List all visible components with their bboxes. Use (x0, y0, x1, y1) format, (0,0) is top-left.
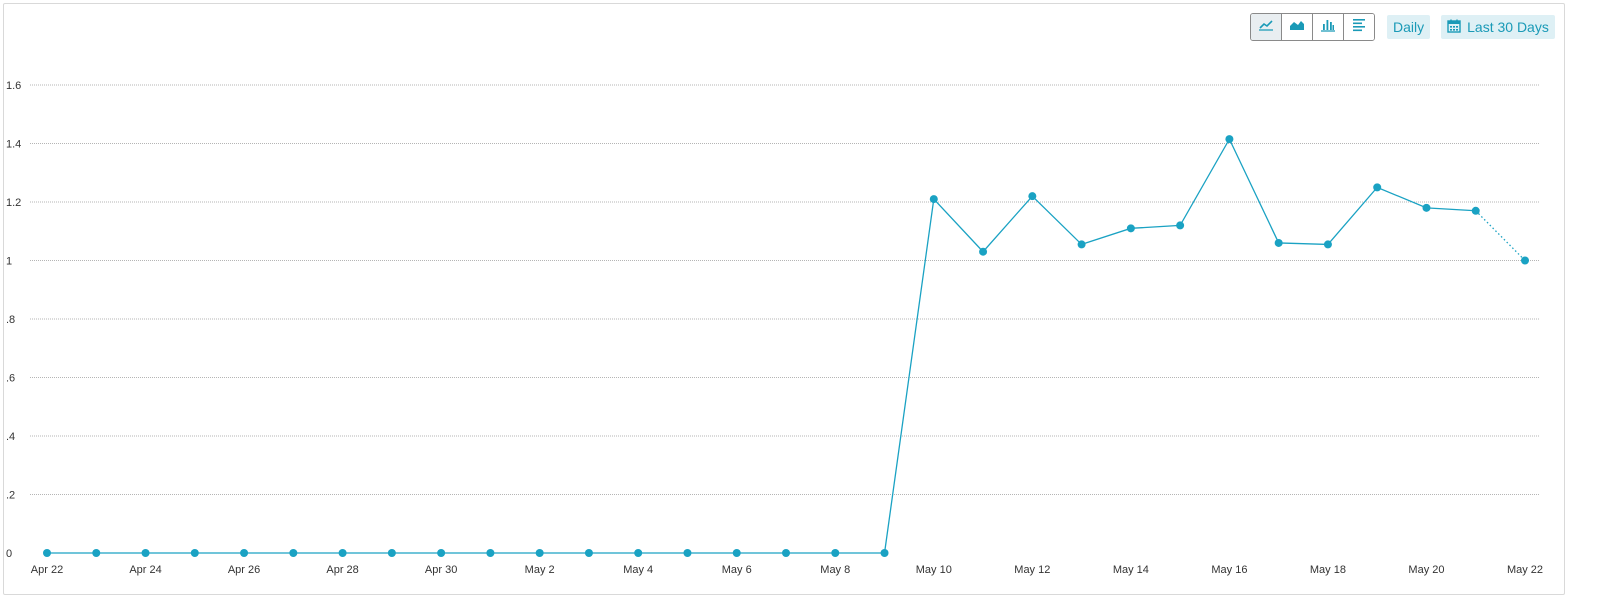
calendar-icon (1447, 19, 1467, 36)
data-point[interactable] (43, 549, 51, 557)
x-tick-label: May 20 (1408, 564, 1444, 576)
data-point[interactable] (683, 549, 692, 557)
x-tick-label: Apr 26 (228, 564, 260, 576)
area-chart-view-button[interactable] (1282, 14, 1313, 40)
x-tick-label: Apr 22 (31, 564, 63, 576)
x-tick-label: May 16 (1211, 564, 1247, 576)
x-tick-label: May 2 (525, 564, 555, 576)
data-point[interactable] (1471, 206, 1480, 215)
data-point[interactable] (240, 549, 249, 557)
bar-chart-icon (1320, 18, 1336, 37)
data-point[interactable] (1373, 183, 1382, 192)
data-point[interactable] (732, 549, 741, 557)
data-point[interactable] (92, 549, 101, 557)
data-point[interactable] (1521, 256, 1529, 265)
x-tick-label: May 4 (623, 564, 653, 576)
y-tick-label: .6 (6, 373, 15, 385)
series-line-path (47, 137, 1476, 554)
data-point[interactable] (831, 549, 840, 557)
data-point[interactable] (634, 549, 643, 557)
data-point[interactable] (1225, 135, 1234, 144)
data-point[interactable] (1176, 221, 1185, 230)
data-point[interactable] (1028, 192, 1037, 201)
data-point[interactable] (1323, 240, 1332, 249)
x-tick-label: May 14 (1113, 564, 1149, 576)
date-range-label: Last 30 Days (1467, 19, 1549, 35)
y-tick-label: .8 (6, 314, 15, 326)
data-point[interactable] (190, 549, 199, 557)
table-list-icon (1351, 18, 1367, 37)
interval-selector-daily[interactable]: Daily (1387, 15, 1431, 39)
bar-chart-view-button[interactable] (1313, 14, 1344, 40)
data-point[interactable] (782, 549, 790, 557)
date-range-selector[interactable]: Last 30 Days (1441, 15, 1555, 39)
series-line (47, 137, 1526, 554)
chart-panel (3, 3, 1565, 595)
data-point[interactable] (1126, 224, 1135, 233)
y-tick-label: 1 (6, 256, 12, 268)
y-tick-label: 0 (6, 548, 12, 560)
table-view-button[interactable] (1344, 14, 1374, 40)
y-axis-labels: 0 .2 .4 .6 .8 1 1.2 1.4 1.6 (6, 80, 21, 560)
line-chart-view-button[interactable] (1251, 14, 1282, 40)
data-point[interactable] (387, 549, 396, 557)
data-point[interactable] (1422, 203, 1431, 212)
line-chart-icon (1258, 18, 1274, 37)
y-tick-label: 1.6 (6, 80, 21, 92)
x-tick-label: May 10 (916, 564, 952, 576)
x-tick-label: May 6 (722, 564, 752, 576)
data-point[interactable] (979, 247, 988, 256)
data-point[interactable] (1077, 240, 1086, 249)
x-tick-label: May 8 (820, 564, 850, 576)
y-tick-label: 1.2 (6, 197, 21, 209)
data-point[interactable] (584, 549, 593, 557)
area-chart-icon (1289, 18, 1305, 37)
data-point[interactable] (880, 549, 889, 557)
chart-type-switcher (1250, 13, 1375, 41)
x-tick-label: Apr 30 (425, 564, 457, 576)
x-tick-label: May 22 (1507, 564, 1543, 576)
x-axis-labels: Apr 22 Apr 24 Apr 26 Apr 28 Apr 30 May 2 May 4… (31, 564, 1543, 576)
y-tick-label: 1.4 (6, 139, 21, 151)
interval-label: Daily (1393, 19, 1425, 35)
data-point[interactable] (1274, 238, 1283, 247)
x-tick-label: May 18 (1310, 564, 1346, 576)
x-tick-label: May 12 (1014, 564, 1050, 576)
data-point[interactable] (929, 195, 938, 204)
data-point[interactable] (141, 549, 150, 557)
y-tick-label: .2 (6, 490, 15, 502)
grid-lines (30, 84, 1540, 495)
data-point[interactable] (535, 549, 544, 557)
chart-toolbar: Daily Last 30 Days (1250, 13, 1555, 41)
data-point[interactable] (437, 549, 446, 557)
x-tick-label: Apr 24 (129, 564, 161, 576)
x-tick-label: Apr 28 (326, 564, 358, 576)
series-line-partial (1475, 210, 1526, 261)
data-point[interactable] (486, 549, 495, 557)
y-tick-label: .4 (6, 431, 15, 443)
series-points (43, 135, 1529, 557)
data-point[interactable] (289, 549, 298, 557)
data-point[interactable] (338, 549, 347, 557)
